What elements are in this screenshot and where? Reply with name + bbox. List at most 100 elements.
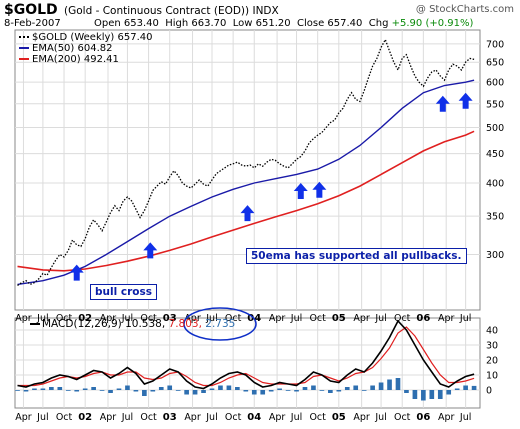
support-arrow-icon xyxy=(69,264,84,281)
macd-histogram-bar xyxy=(184,390,189,395)
price-x-tick-label: Jul xyxy=(459,313,471,324)
legend-price-swatch xyxy=(19,36,29,38)
macd-x-tick-label: Oct xyxy=(394,412,411,423)
macd-histogram-bar xyxy=(108,390,113,393)
price-y-tick-label: 350 xyxy=(486,212,504,223)
macd-x-tick-label: 02 xyxy=(78,412,92,423)
macd-histogram-bar xyxy=(226,385,232,390)
macd-histogram-bar xyxy=(429,390,435,399)
macd-histogram-bar xyxy=(74,390,80,392)
macd-line xyxy=(17,319,475,390)
macd-histogram-bar xyxy=(175,390,181,391)
macd-histogram-bar xyxy=(15,390,20,391)
macd-signal-line xyxy=(17,326,475,387)
price-x-tick-label: Jul xyxy=(36,313,48,324)
macd-histogram-bar xyxy=(49,387,54,390)
price-x-tick-label: 05 xyxy=(332,313,346,324)
macd-histogram-bar xyxy=(463,385,468,390)
macd-histogram-bar xyxy=(370,385,375,390)
macd-y-tick-label: 30 xyxy=(486,341,498,352)
price-y-tick-label: 450 xyxy=(486,149,504,160)
macd-swatch xyxy=(30,323,40,325)
macd-x-tick-label: 05 xyxy=(332,412,346,423)
macd-x-tick-label: Apr xyxy=(438,412,455,423)
legend-price-label: $GOLD (Weekly) 657.40 xyxy=(32,32,153,43)
macd-histogram-bar xyxy=(243,390,249,392)
price-y-tick-label: 550 xyxy=(486,99,504,110)
macd-x-tick-label: Oct xyxy=(56,412,73,423)
macd-histogram-bar xyxy=(133,390,139,392)
macd-legend: MACD(12,26,9) 10.538, 7.803, 2.735 xyxy=(30,318,235,330)
macd-x-tick-label: Apr xyxy=(269,412,286,423)
bull-cross-callout: bull cross xyxy=(90,284,157,300)
price-x-tick-label: Apr xyxy=(100,313,117,324)
macd-histogram-bar xyxy=(23,390,29,392)
macd-value: 10.538, xyxy=(125,318,166,330)
open-value: Open 653.40 xyxy=(94,18,159,29)
price-x-tick-label: Apr xyxy=(438,313,455,324)
chart-subtitle: (Gold - Continuous Contract (EOD)) INDX xyxy=(64,5,279,17)
macd-histogram-bar xyxy=(218,385,223,390)
chg-value: +5.90 (+0.91%) xyxy=(391,18,474,29)
macd-histogram-bar xyxy=(192,390,198,395)
macd-y-tick-label: 20 xyxy=(486,356,498,367)
macd-histogram-bar xyxy=(437,390,443,399)
macd-histogram-bar xyxy=(412,390,418,399)
macd-hist-value: 2.735 xyxy=(205,318,236,330)
macd-histogram-bar xyxy=(40,388,46,390)
macd-histogram-bar xyxy=(125,385,130,390)
price-y-tick-label: 600 xyxy=(486,78,504,89)
macd-histogram-bar xyxy=(294,390,299,392)
support-callout: 50ema has supported all pullbacks. xyxy=(246,248,467,264)
price-x-tick-label: Apr xyxy=(184,313,201,324)
macd-histogram-bar xyxy=(319,390,325,391)
macd-x-tick-label: Apr xyxy=(184,412,201,423)
macd-histogram-bar xyxy=(285,390,291,391)
price-x-tick-label: 03 xyxy=(163,313,177,324)
macd-histogram-bar xyxy=(142,390,147,396)
macd-histogram-bar xyxy=(150,390,156,392)
support-arrow-icon xyxy=(143,242,158,259)
macd-histogram-bar xyxy=(158,387,164,390)
macd-x-tick-label: Jul xyxy=(36,412,48,423)
macd-histogram-bar xyxy=(395,378,401,390)
macd-signal-value: 7.803, xyxy=(168,318,202,330)
close-value: Close 657.40 xyxy=(297,18,363,29)
legend-price: $GOLD (Weekly) 657.40 xyxy=(19,32,153,43)
macd-histogram-bar xyxy=(344,387,350,390)
macd-histogram-bar xyxy=(268,390,274,392)
macd-histogram-bar xyxy=(353,385,359,390)
macd-x-tick-label: Oct xyxy=(225,412,242,423)
legend-ema50-swatch xyxy=(19,47,29,49)
legend-ema50-label: EMA(50) 604.82 xyxy=(32,43,113,54)
macd-x-tick-label: Jul xyxy=(205,412,217,423)
macd-histogram-bar xyxy=(235,387,240,390)
macd-histogram-bar xyxy=(116,388,122,390)
macd-histogram-bar xyxy=(421,390,426,401)
legend-ema200-swatch xyxy=(19,58,29,60)
macd-histogram-bar xyxy=(361,390,367,391)
support-arrow-icon xyxy=(312,181,327,198)
subtitle-text: (Gold - Continuous Contract (EOD)) xyxy=(64,5,250,17)
support-arrow-icon xyxy=(458,92,473,109)
high-value: High 663.70 xyxy=(165,18,227,29)
macd-histogram-bar xyxy=(471,385,477,390)
macd-x-tick-label: Jul xyxy=(459,412,471,423)
macd-x-tick-label: Jul xyxy=(374,412,386,423)
price-y-tick-label: 500 xyxy=(486,123,504,134)
macd-x-tick-label: 04 xyxy=(247,412,261,423)
macd-histogram-bar xyxy=(167,385,173,390)
macd-histogram-bar xyxy=(65,390,71,391)
macd-histogram-bar xyxy=(99,390,105,391)
price-x-tick-label: Oct xyxy=(56,313,73,324)
macd-y-tick-label: 0 xyxy=(486,386,492,397)
support-arrow-icon xyxy=(293,182,308,199)
exchange-text: INDX xyxy=(252,5,279,17)
price-x-tick-label: Apr xyxy=(15,313,32,324)
price-y-tick-label: 300 xyxy=(486,250,504,261)
macd-histogram-bar xyxy=(387,379,392,390)
price-x-tick-label: 02 xyxy=(78,313,92,324)
price-x-tick-label: Oct xyxy=(394,313,411,324)
legend-ema50: EMA(50) 604.82 xyxy=(19,43,112,54)
